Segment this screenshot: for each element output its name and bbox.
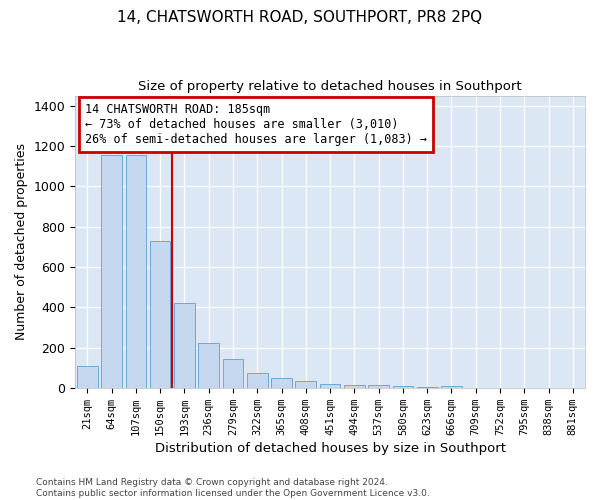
Bar (150, 240, 170, 388)
Bar (247, 372, 268, 388)
X-axis label: Distribution of detached houses by size in Southport: Distribution of detached houses by size … (155, 442, 506, 455)
Title: Size of property relative to detached houses in Southport: Size of property relative to detached ho… (138, 80, 522, 93)
Bar (199, 344, 219, 388)
Bar (392, 386, 413, 388)
Bar (125, 155, 146, 388)
Bar (368, 385, 389, 388)
Bar (344, 385, 365, 388)
Bar (271, 378, 292, 388)
Bar (295, 381, 316, 388)
Bar (441, 386, 462, 388)
Bar (77, 366, 98, 388)
Bar (417, 387, 437, 388)
Text: 14 CHATSWORTH ROAD: 185sqm
← 73% of detached houses are smaller (3,010)
26% of s: 14 CHATSWORTH ROAD: 185sqm ← 73% of deta… (85, 103, 427, 146)
Bar (223, 358, 243, 388)
Text: 14, CHATSWORTH ROAD, SOUTHPORT, PR8 2PQ: 14, CHATSWORTH ROAD, SOUTHPORT, PR8 2PQ (118, 10, 482, 25)
Bar (174, 303, 195, 388)
Y-axis label: Number of detached properties: Number of detached properties (15, 143, 28, 340)
Bar (101, 155, 122, 388)
Bar (320, 384, 340, 388)
Text: Contains HM Land Registry data © Crown copyright and database right 2024.
Contai: Contains HM Land Registry data © Crown c… (36, 478, 430, 498)
